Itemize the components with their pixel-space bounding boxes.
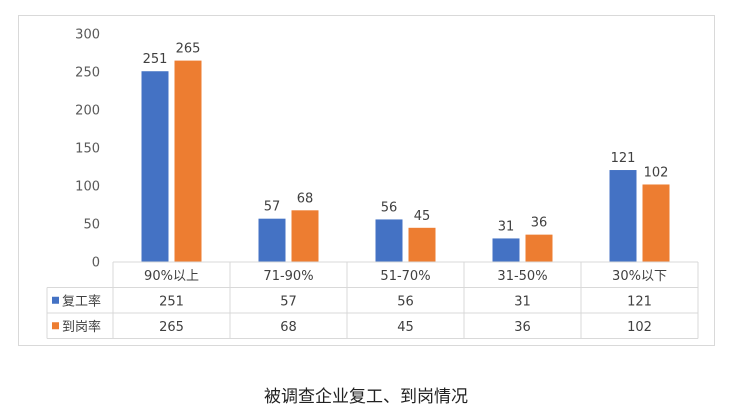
table-cell-value: 251 [159,294,184,309]
category-label: 71-90% [263,269,313,284]
figure-caption: 被调查企业复工、到岗情况 [264,387,468,407]
chart-frame [18,15,715,346]
table-cell-value: 56 [397,294,414,309]
table-cell-value: 121 [627,294,652,309]
legend-label: 复工率 [62,293,101,309]
data-label: 68 [297,191,314,206]
legend-key-series1 [52,296,59,304]
data-label: 57 [264,200,281,215]
table-cell-value: 57 [280,294,297,309]
data-label: 121 [611,151,636,166]
y-tick-label: 0 [92,256,100,271]
legend-key-series2 [52,322,59,330]
bar-series2 [291,210,319,262]
y-tick-label: 150 [75,142,100,157]
category-label: 30%以下 [612,269,667,284]
bar-series2 [408,227,436,262]
bar-series1 [375,219,403,262]
y-tick-label: 50 [83,218,100,233]
legend-label: 到岗率 [62,319,101,335]
bar-series2 [174,60,202,262]
data-label: 102 [644,165,669,180]
bar-series1 [141,71,169,263]
category-label: 31-50% [497,269,547,284]
category-label: 90%以上 [144,269,199,284]
data-label: 56 [381,200,398,215]
data-label: 36 [531,216,548,231]
table-cell-value: 102 [627,320,652,335]
y-tick-label: 250 [75,66,100,81]
category-label: 51-70% [380,269,430,284]
bar-series2 [642,184,670,262]
table-cell-value: 36 [514,320,531,335]
y-tick-label: 100 [75,180,100,195]
bar-series2 [525,234,553,262]
table-cell-value: 68 [280,320,297,335]
bar-series1 [258,218,286,262]
y-tick-label: 300 [75,28,100,43]
y-tick-label: 200 [75,104,100,119]
data-label: 251 [143,52,168,67]
table-cell-value: 31 [514,294,531,309]
bar-series1 [492,238,520,262]
table-cell-value: 45 [397,320,414,335]
data-label: 31 [498,219,515,234]
table-cell-value: 265 [159,320,184,335]
data-label: 265 [176,42,201,57]
data-label: 45 [414,209,431,224]
bar-series1 [609,170,637,262]
